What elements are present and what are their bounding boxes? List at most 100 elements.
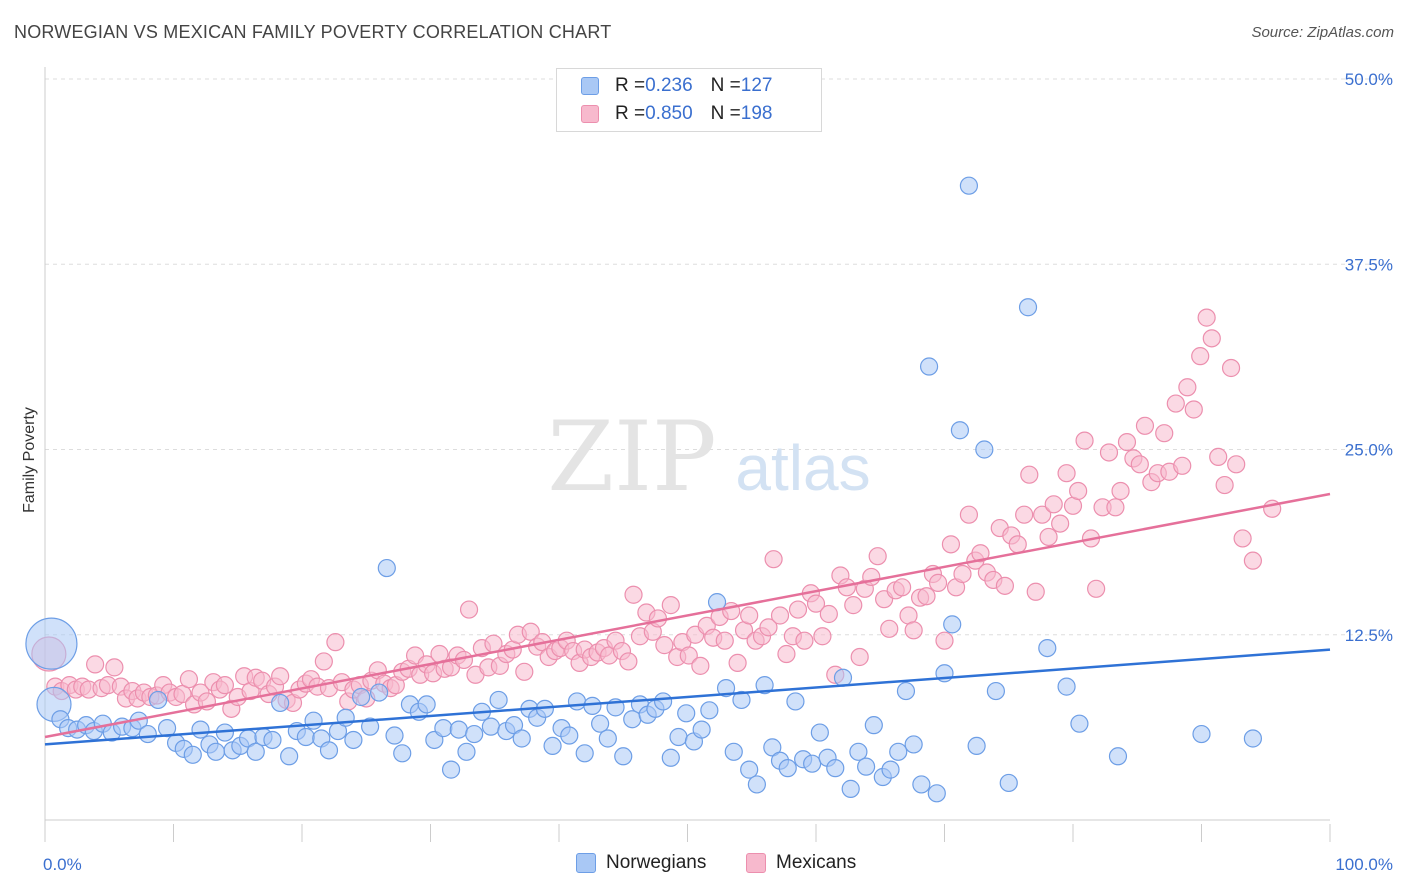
norwegians-point	[786, 692, 805, 711]
mexicans-point	[715, 631, 734, 650]
norwegians-point	[669, 727, 688, 747]
tick-labels: 12.5% 25.0% 37.5% 50.0% 0.0% 100.0%	[43, 70, 1393, 874]
norwegians-point	[943, 615, 962, 634]
norwegians-point	[344, 730, 363, 750]
mexicans-point	[661, 596, 680, 615]
norwegians-point	[692, 720, 711, 739]
norwegians-point	[575, 744, 594, 763]
norwegians-point	[778, 759, 797, 778]
legend-r-label: R =	[615, 103, 646, 124]
norwegians-point	[280, 747, 299, 766]
norwegians-point	[904, 735, 923, 754]
mexicans-point	[624, 585, 643, 604]
norwegians-point	[889, 742, 908, 761]
mexicans-point	[459, 600, 479, 619]
mexicans-point	[892, 578, 912, 597]
mexicans-point	[1075, 431, 1094, 450]
norwegians-point	[732, 690, 751, 710]
norwegians-point	[148, 690, 168, 710]
mexicans-point	[1173, 456, 1192, 475]
mexicans-point	[995, 576, 1014, 595]
norwegians-point	[1192, 724, 1211, 744]
legend-row-norwegians: R = 0.236 N = 127	[581, 73, 772, 99]
norwegians-trend-line	[44, 648, 1331, 746]
norwegians-point	[677, 704, 696, 723]
mexicans-point	[1178, 378, 1197, 397]
legend-row-mexicans: R = 0.850 N = 198	[581, 101, 772, 127]
mexicans-point	[1051, 514, 1070, 533]
norwegians-point	[441, 760, 461, 779]
norwegians-point	[560, 726, 579, 745]
norwegians-point	[614, 747, 633, 766]
bottom-legend-norwegians: Norwegians	[576, 852, 706, 874]
norwegians-point	[417, 695, 436, 714]
mexicans-point	[1099, 443, 1119, 462]
mexicans-point	[1087, 579, 1106, 598]
mexicans-point	[1227, 455, 1246, 474]
mexicans-point	[904, 621, 923, 640]
mexicans-point	[1117, 432, 1137, 452]
y-tick-label: 25.0%	[1345, 441, 1393, 460]
norwegians-point	[1057, 677, 1076, 696]
correlation-legend: R = 0.236 N = 127 R = 0.850 N = 198	[556, 68, 822, 132]
mexicans-point	[655, 636, 674, 655]
norwegians-point	[481, 717, 500, 736]
mexicans-points	[31, 308, 1282, 718]
norwegians-point	[263, 730, 282, 750]
norwegians-point	[841, 779, 860, 798]
mexicans-point	[1130, 455, 1149, 474]
mexicans-point	[1039, 527, 1058, 547]
norwegians-point	[183, 745, 202, 764]
mexicans-point	[1155, 424, 1174, 443]
mexicans-point	[819, 604, 838, 624]
mexicans-point	[759, 618, 778, 637]
mexicans-point	[105, 658, 124, 677]
norwegians-point	[912, 775, 931, 794]
watermark-zip: ZIP	[547, 401, 716, 513]
mexicans-point	[959, 505, 979, 524]
mexicans-point	[928, 573, 948, 592]
mexicans-point	[935, 631, 954, 650]
mexicans-point	[770, 606, 790, 625]
norwegians-point	[959, 176, 979, 195]
mexicans-point	[86, 655, 105, 674]
mexicans-point	[179, 670, 199, 689]
mexicans-point	[1008, 535, 1027, 554]
mexicans-point	[1057, 464, 1076, 483]
norwegians-swatch	[581, 77, 599, 95]
norwegians-point	[361, 717, 380, 736]
norwegians-point	[598, 729, 617, 748]
bottom-legend-mexicans: Mexicans	[746, 852, 856, 874]
norwegians-point	[591, 714, 610, 733]
norwegians-point	[393, 744, 412, 763]
mexicans-point	[941, 535, 961, 554]
norwegians-point	[967, 736, 986, 756]
norwegians-point	[434, 719, 453, 738]
norwegians-point	[826, 759, 845, 778]
norwegians-point	[919, 357, 939, 376]
norwegians-point	[975, 440, 994, 459]
legend-r-value: 0.850	[645, 103, 693, 124]
norwegians-point	[661, 748, 680, 767]
legend-n-label: N =	[710, 75, 741, 96]
norwegians-point	[370, 683, 389, 702]
trend-lines	[44, 492, 1331, 746]
mexicans-point	[314, 652, 333, 671]
mexicans-point	[953, 564, 972, 584]
norwegians-point	[803, 754, 822, 773]
mexicans-legend-swatch	[746, 853, 766, 873]
mexicans-point	[788, 600, 808, 619]
norwegians-point	[504, 716, 524, 735]
x-tick-label-left: 0.0%	[43, 855, 82, 874]
mexicans-point	[326, 633, 345, 652]
norwegians-point	[1070, 714, 1089, 733]
norwegians-point	[881, 760, 900, 779]
norwegians-point	[543, 736, 562, 756]
norwegians-point	[763, 738, 782, 757]
mexicans-point	[648, 609, 668, 628]
norwegians-point	[1038, 638, 1057, 658]
norwegians-point	[352, 687, 371, 707]
norwegians-point	[724, 742, 743, 761]
mexicans-point	[619, 652, 638, 671]
norwegians-point	[896, 681, 916, 701]
